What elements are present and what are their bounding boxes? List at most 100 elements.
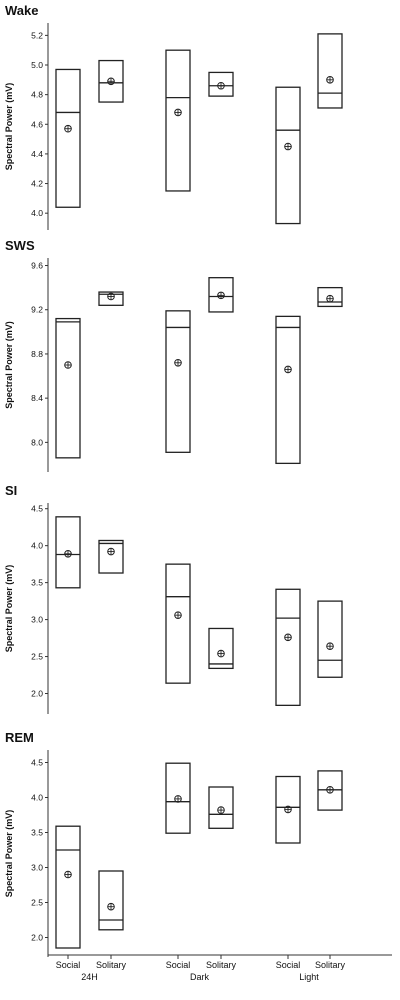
panel-title: Wake <box>5 3 38 18</box>
box-rect <box>165 563 191 684</box>
y-tick-label: 8.0 <box>31 437 43 447</box>
y-tick-label: 8.4 <box>31 393 43 403</box>
y-tick-label: 4.0 <box>31 793 43 803</box>
box-light-social <box>275 315 301 465</box>
box-dark-social <box>165 762 191 834</box>
mean-marker <box>326 786 334 794</box>
box-rect <box>98 59 124 103</box>
mean-marker <box>64 361 72 369</box>
mean-marker <box>326 294 334 303</box>
box-rect <box>275 315 301 465</box>
box-rect <box>275 775 301 844</box>
mean-marker <box>64 870 72 879</box>
y-axis-label: Spectral Power (mV) <box>4 321 14 409</box>
box-24h-social <box>55 516 81 589</box>
box-rect <box>317 770 343 811</box>
panel-2: SI Spectral Power (mV) 2.0 2.5 3.0 3.5 4.0 4.5 <box>4 483 343 714</box>
y-tick-label: 4.4 <box>31 149 43 159</box>
box-light-social <box>275 775 301 844</box>
mean-marker <box>64 124 72 133</box>
box-light-solitary <box>317 770 343 811</box>
box-rect <box>208 71 234 97</box>
mean-marker <box>326 642 334 651</box>
y-tick-label: 2.5 <box>31 898 43 908</box>
panel-title: REM <box>5 730 34 745</box>
panel-1: SWS Spectral Power (mV) 8.0 8.4 8.8 9.2 9.6 <box>4 238 343 472</box>
mean-marker <box>64 549 72 558</box>
box-rect <box>55 68 81 208</box>
box-dark-social <box>165 563 191 684</box>
box-24h-solitary <box>98 539 124 574</box>
y-tick-label: 2.0 <box>31 689 43 699</box>
box-dark-solitary <box>208 627 234 670</box>
box-rect <box>55 516 81 589</box>
box-light-social <box>275 588 301 706</box>
mean-marker <box>107 77 115 86</box>
box-light-solitary <box>317 286 343 308</box>
box-rect <box>317 286 343 308</box>
box-dark-social <box>165 49 191 192</box>
x-category-label: Social <box>276 960 301 970</box>
mean-marker <box>217 649 225 658</box>
mean-marker <box>284 142 292 151</box>
mean-marker <box>174 108 182 117</box>
y-tick-label: 9.2 <box>31 305 43 315</box>
y-tick-label: 4.0 <box>31 541 43 551</box>
y-tick-label: 3.5 <box>31 578 43 588</box>
y-tick-label: 8.8 <box>31 349 43 359</box>
box-dark-solitary <box>208 71 234 97</box>
mean-marker <box>217 806 225 814</box>
y-tick-label: 3.0 <box>31 615 43 625</box>
panel-title: SI <box>5 483 17 498</box>
box-rect <box>275 588 301 706</box>
box-light-solitary <box>317 600 343 678</box>
mean-marker <box>217 81 225 90</box>
mean-marker <box>107 292 115 301</box>
y-tick-label: 3.0 <box>31 863 43 873</box>
x-category-label: Social <box>166 960 191 970</box>
y-tick-label: 9.6 <box>31 261 43 271</box>
box-rect <box>98 291 124 306</box>
y-tick-label: 5.2 <box>31 30 43 40</box>
box-24h-social <box>55 825 81 949</box>
box-rect <box>208 786 234 829</box>
mean-marker <box>174 611 182 619</box>
box-rect <box>55 317 81 459</box>
x-category-label: Solitary <box>315 960 346 970</box>
box-rect <box>165 49 191 192</box>
box-dark-social <box>165 310 191 453</box>
y-tick-label: 4.2 <box>31 179 43 189</box>
box-rect <box>275 86 301 225</box>
x-category-label: Solitary <box>206 960 237 970</box>
mean-marker <box>174 358 182 367</box>
mean-marker <box>107 902 115 911</box>
x-group-label: 24H <box>81 972 98 982</box>
mean-marker <box>284 633 292 642</box>
y-tick-label: 4.6 <box>31 119 43 129</box>
box-rect <box>98 870 124 931</box>
box-24h-social <box>55 68 81 208</box>
x-group-label: Light <box>299 972 319 982</box>
y-tick-label: 2.5 <box>31 652 43 662</box>
y-tick-label: 4.5 <box>31 504 43 514</box>
box-24h-solitary <box>98 59 124 103</box>
mean-marker <box>326 76 334 84</box>
y-tick-label: 4.5 <box>31 758 43 768</box>
box-light-social <box>275 86 301 225</box>
panel-0: Wake Spectral Power (mV) 4.0 4.2 4.4 4.6 4.8 5.… <box>4 3 343 230</box>
x-group-label: Dark <box>190 972 210 982</box>
box-24h-solitary <box>98 291 124 306</box>
mean-marker <box>284 365 292 374</box>
mean-marker <box>107 547 115 556</box>
y-axis-label: Spectral Power (mV) <box>4 565 14 653</box>
panel-3: REM Spectral Power (mV) 2.0 2.5 3.0 3.5 4.0 4.5 <box>4 730 343 957</box>
mean-marker <box>217 291 225 300</box>
box-rect <box>208 627 234 670</box>
y-axis-label: Spectral Power (mV) <box>4 810 14 898</box>
y-axis-label: Spectral Power (mV) <box>4 83 14 171</box>
box-rect <box>165 762 191 834</box>
box-24h-solitary <box>98 870 124 931</box>
x-category-label: Solitary <box>96 960 127 970</box>
box-dark-solitary <box>208 277 234 313</box>
